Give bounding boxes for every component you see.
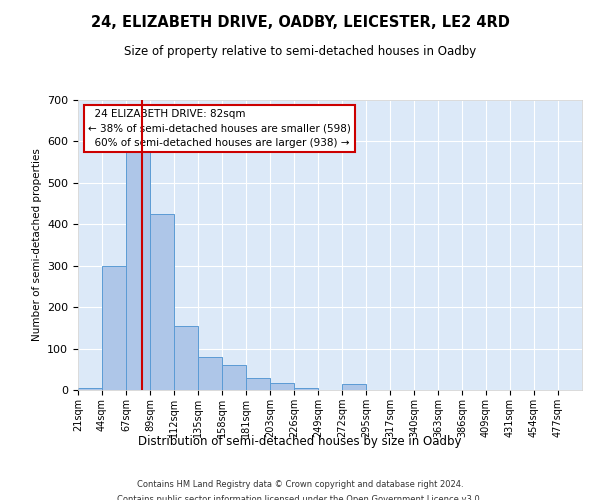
Bar	[222, 365, 246, 390]
Text: 24, ELIZABETH DRIVE, OADBY, LEICESTER, LE2 4RD: 24, ELIZABETH DRIVE, OADBY, LEICESTER, L…	[91, 15, 509, 30]
Text: Contains HM Land Registry data © Crown copyright and database right 2024.: Contains HM Land Registry data © Crown c…	[137, 480, 463, 489]
Bar	[102, 266, 126, 390]
Text: Contains public sector information licensed under the Open Government Licence v3: Contains public sector information licen…	[118, 495, 482, 500]
Bar	[294, 388, 318, 390]
Bar	[174, 326, 198, 390]
Bar	[126, 150, 150, 390]
Y-axis label: Number of semi-detached properties: Number of semi-detached properties	[32, 148, 41, 342]
Text: Size of property relative to semi-detached houses in Oadby: Size of property relative to semi-detach…	[124, 45, 476, 58]
Bar	[246, 378, 270, 390]
Bar	[342, 384, 366, 390]
Text: 24 ELIZABETH DRIVE: 82sqm
← 38% of semi-detached houses are smaller (598)
  60% : 24 ELIZABETH DRIVE: 82sqm ← 38% of semi-…	[88, 108, 351, 148]
Bar	[198, 357, 222, 390]
Bar	[78, 388, 102, 390]
Bar	[150, 214, 174, 390]
Bar	[270, 382, 294, 390]
Text: Distribution of semi-detached houses by size in Oadby: Distribution of semi-detached houses by …	[138, 435, 462, 448]
